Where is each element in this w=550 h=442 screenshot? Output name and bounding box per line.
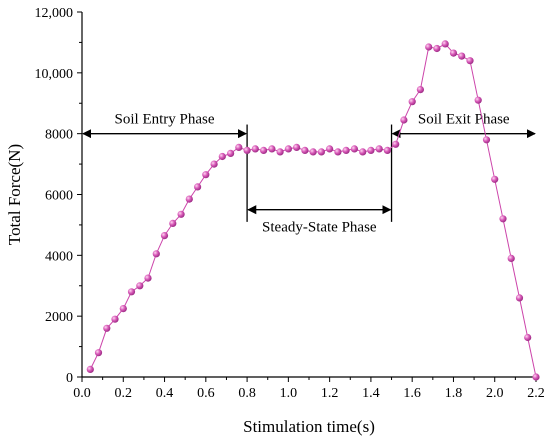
data-point	[507, 254, 515, 262]
data-point	[136, 282, 144, 290]
force-series	[86, 40, 540, 381]
x-tick-label: 2.2	[527, 386, 545, 401]
data-point	[499, 215, 507, 223]
x-tick-label: 0.6	[197, 386, 215, 401]
data-point	[293, 143, 301, 151]
y-axis-title: Total Force(N)	[5, 144, 24, 245]
phase-label: Soil Exit Phase	[418, 112, 510, 128]
data-point	[309, 148, 317, 156]
data-point	[251, 145, 259, 153]
phase-annotations: Soil Entry Phase Steady-State Phase Soil E…	[82, 112, 536, 236]
data-point	[342, 146, 350, 154]
y-tick-label: 10,000	[35, 67, 74, 82]
data-point	[235, 143, 243, 151]
data-point	[119, 305, 127, 313]
data-point	[103, 324, 111, 332]
data-point	[317, 148, 325, 156]
data-point	[276, 148, 284, 156]
data-point	[127, 288, 136, 296]
x-tick-label: 0.8	[238, 386, 256, 401]
data-point	[359, 148, 367, 156]
x-tick-label: 1.0	[280, 386, 298, 401]
y-tick-label: 0	[66, 371, 73, 386]
data-point	[144, 274, 152, 282]
data-point	[86, 365, 94, 373]
data-point	[458, 52, 466, 60]
data-point	[408, 98, 416, 106]
data-point	[532, 373, 540, 381]
data-point	[482, 136, 491, 144]
data-point	[111, 315, 119, 323]
data-point	[466, 57, 474, 65]
data-point	[227, 149, 235, 157]
data-point	[375, 145, 383, 153]
data-point	[260, 146, 268, 154]
data-point	[177, 210, 185, 218]
x-tick-label: 1.4	[362, 386, 380, 401]
data-point	[194, 183, 202, 191]
data-point	[243, 146, 251, 154]
data-point	[284, 145, 292, 153]
data-point	[400, 116, 408, 124]
y-tick-label: 8000	[45, 128, 73, 143]
x-axis-title: Stimulation time(s)	[243, 417, 375, 436]
data-point	[392, 140, 400, 148]
phase-label: Steady-State Phase	[262, 220, 377, 236]
data-point	[210, 160, 218, 168]
data-point	[441, 40, 449, 48]
x-tick-label: 0.0	[73, 386, 91, 401]
x-tick-label: 1.8	[445, 386, 463, 401]
y-tick-label: 6000	[45, 189, 73, 204]
x-tick-label: 2.0	[486, 386, 504, 401]
data-point	[218, 152, 226, 161]
data-point	[301, 146, 309, 154]
data-point	[425, 43, 433, 51]
data-point	[367, 146, 375, 154]
data-point	[433, 44, 441, 53]
data-point	[474, 96, 482, 104]
data-point	[383, 146, 391, 154]
data-point	[185, 195, 193, 203]
series-line	[89, 43, 537, 378]
data-point	[491, 175, 499, 183]
x-tick-label: 0.2	[115, 386, 133, 401]
data-point	[449, 49, 458, 57]
data-point	[524, 333, 532, 342]
data-point	[515, 294, 524, 302]
data-point	[326, 145, 334, 153]
y-tick-label: 4000	[45, 249, 73, 264]
y-axis-ticks: 0 2000 4000 6000 8000 10,000 12,000	[35, 6, 82, 386]
data-point	[169, 219, 177, 227]
y-tick-label: 2000	[45, 310, 73, 325]
data-point	[268, 145, 276, 153]
x-tick-label: 1.6	[403, 386, 421, 401]
x-axis-ticks: 0.0 0.2 0.4 0.6 0.8 1.0 1.2 1.4 1.6 1.8 2.0 2.2	[73, 377, 545, 401]
data-point	[152, 250, 160, 258]
x-tick-label: 0.4	[156, 386, 174, 401]
data-point	[160, 232, 169, 240]
phase-label: Soil Entry Phase	[115, 112, 215, 128]
data-point	[416, 86, 424, 94]
y-tick-label: 12,000	[35, 6, 74, 21]
data-point	[202, 171, 210, 179]
data-point	[94, 349, 103, 357]
data-point	[350, 145, 358, 153]
data-point	[334, 148, 342, 156]
x-tick-label: 1.2	[321, 386, 339, 401]
axes	[81, 12, 536, 378]
